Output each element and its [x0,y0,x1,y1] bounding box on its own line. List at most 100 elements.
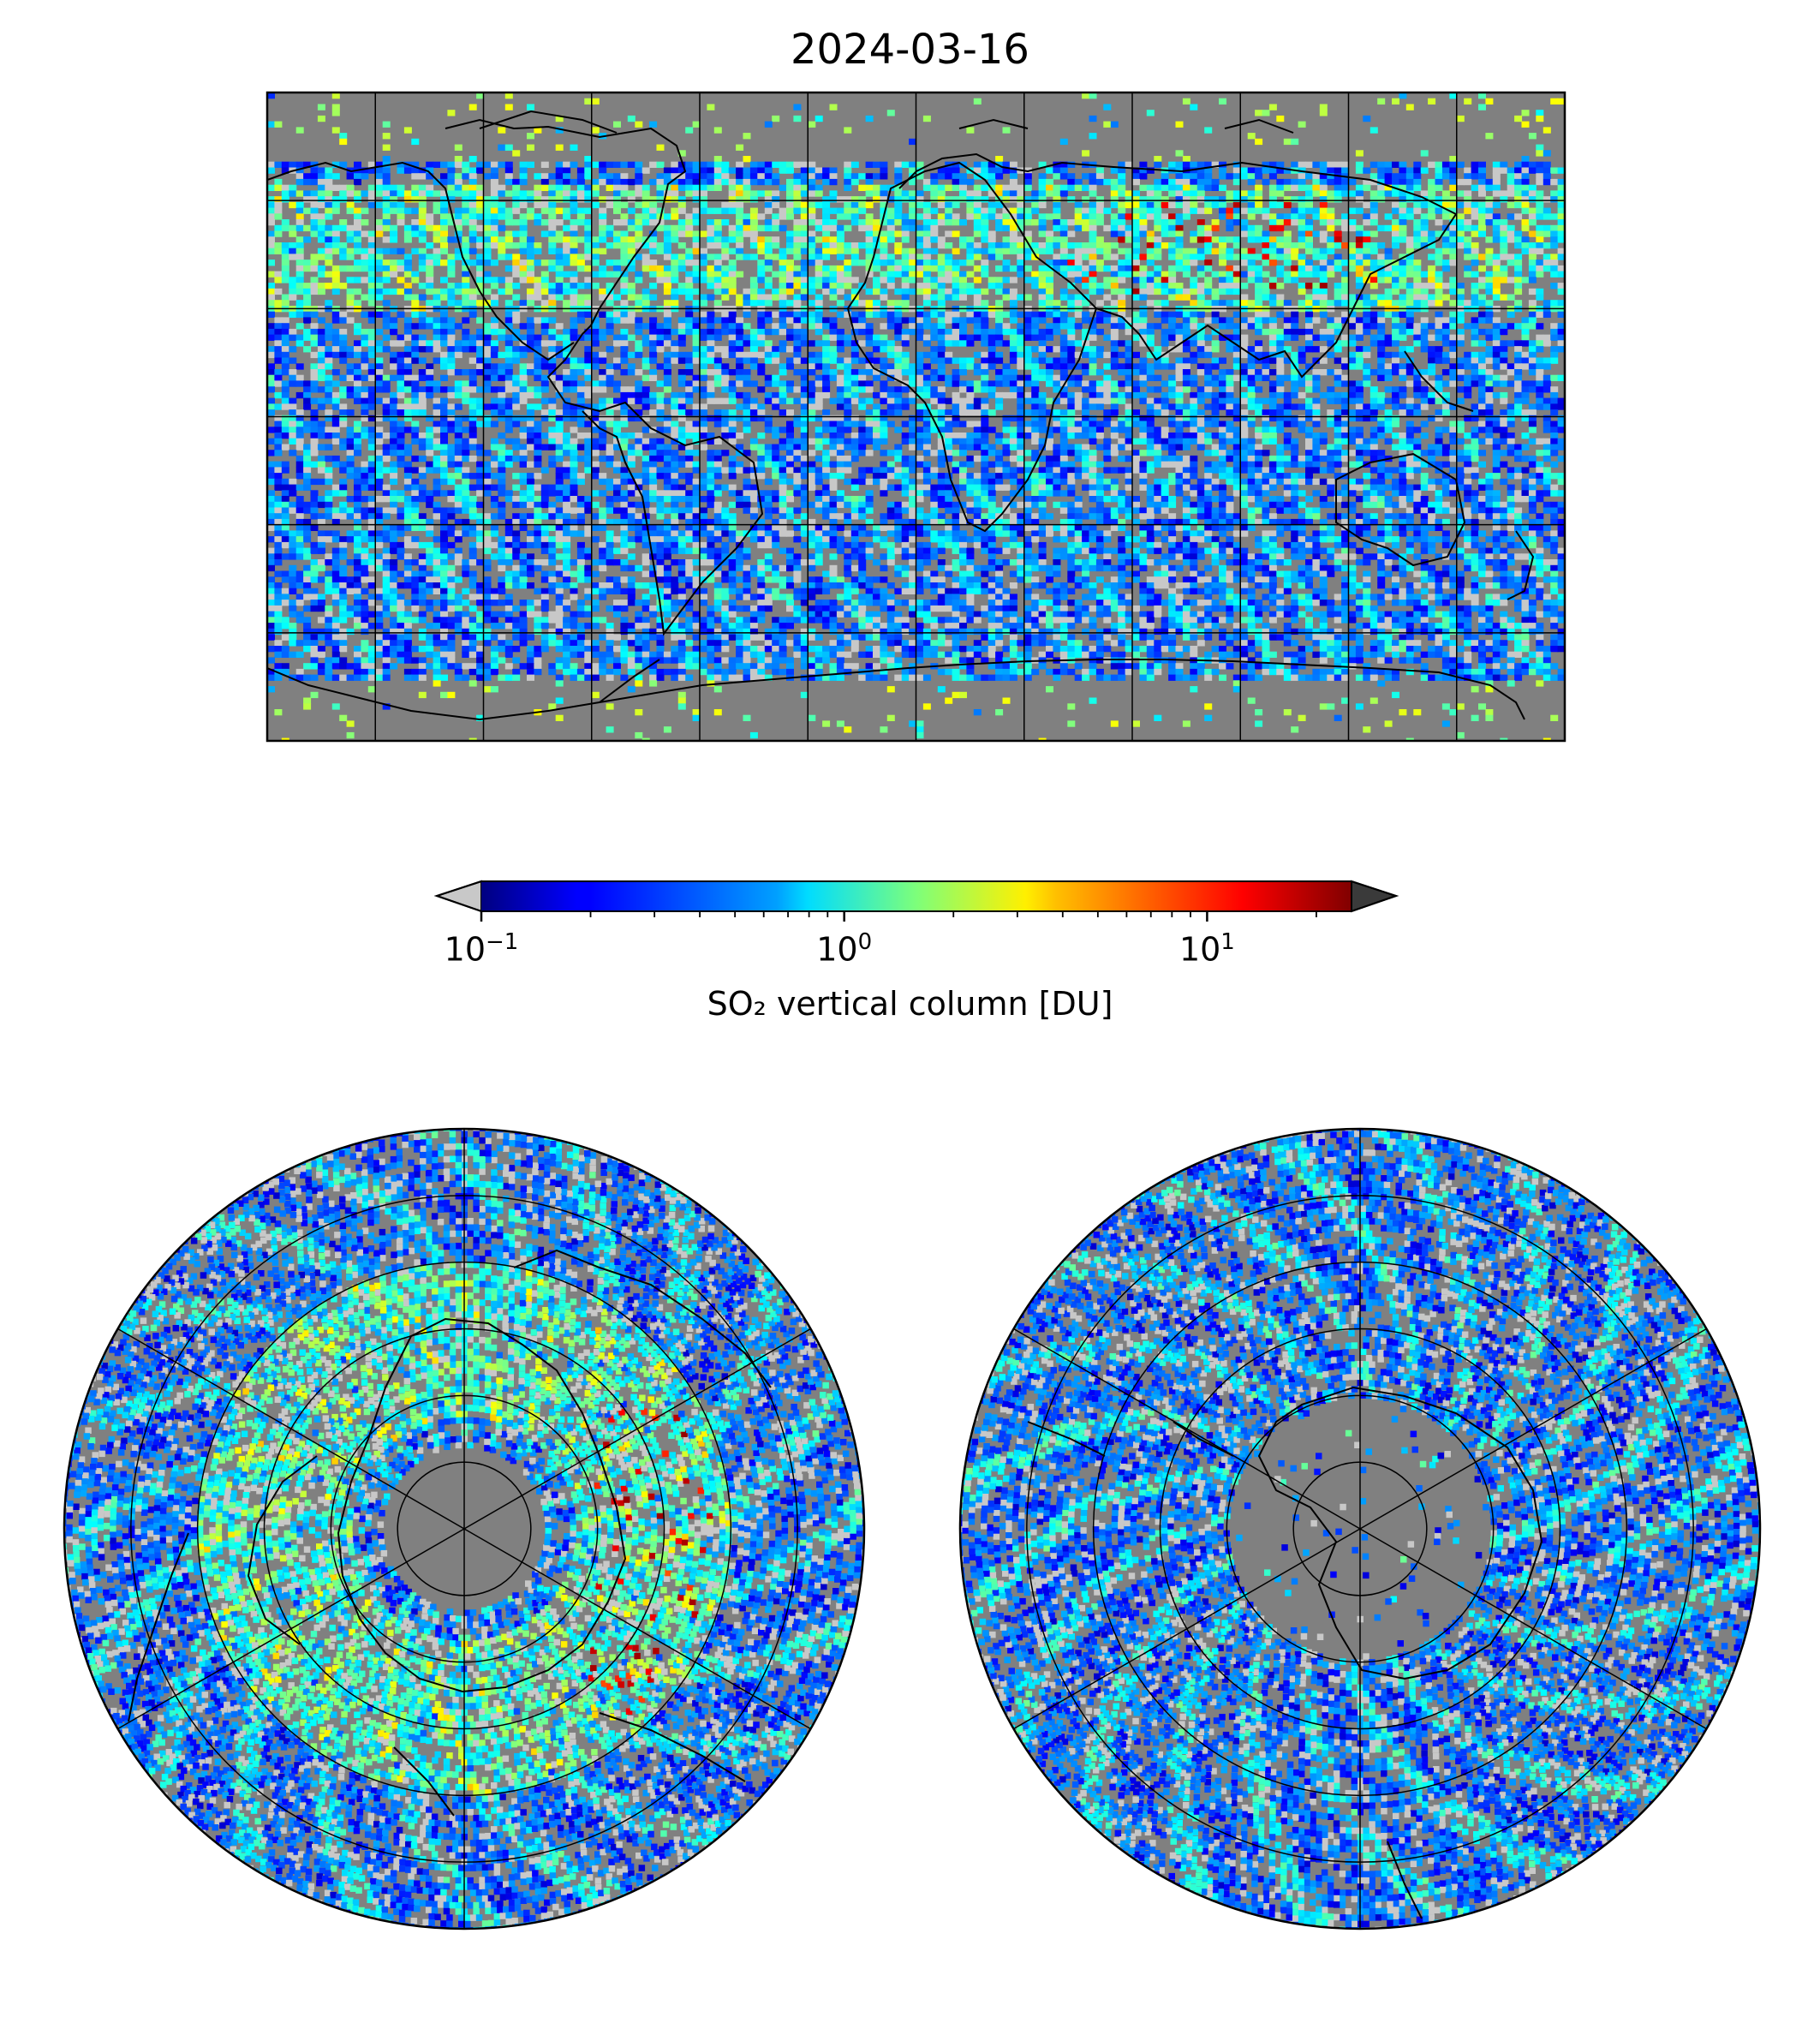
data-cell [1471,283,1479,289]
data-cell [1125,265,1133,272]
data-cell [808,357,816,364]
data-cell [418,254,427,260]
data-cell [390,288,398,295]
data-cell [685,288,694,295]
data-cell [749,363,758,370]
data-cell [663,340,671,347]
data-cell [295,207,304,214]
data-cell [563,380,571,387]
data-cell [930,190,939,197]
data-cell [1161,213,1169,220]
data-cell [1146,242,1155,249]
data-cell [677,224,686,232]
data-cell [757,328,766,336]
data-cell [1182,334,1190,341]
data-cell [1478,178,1486,186]
data-cell [454,323,462,330]
data-cell [382,178,391,186]
data-cell [1089,357,1097,364]
data-cell [779,363,787,370]
data-cell [584,369,593,376]
data-cell [576,254,585,260]
data-cell [808,317,816,324]
data-cell [1428,380,1436,387]
data-cell [303,294,312,301]
data-cell [490,260,498,266]
data-cell [527,265,534,272]
data-cell [700,311,707,318]
data-cell [1471,184,1479,191]
data-cell [945,317,953,324]
data-cell [447,254,456,260]
data-cell [447,265,456,272]
data-cell [844,167,852,174]
data-cell [909,196,917,203]
data-cell [1536,236,1544,243]
data-cell [656,224,665,232]
data-cell [981,207,989,214]
data-cell [894,248,903,254]
data-cell [1399,236,1407,243]
data-cell [555,254,564,260]
data-cell [512,357,521,364]
data-cell [1449,201,1458,209]
data-cell [375,374,384,381]
data-cell [1528,323,1537,330]
data-cell [1449,369,1458,376]
data-cell [829,351,838,359]
data-cell [822,317,831,324]
data-cell [440,178,448,186]
data-cell [331,127,340,134]
data-cell [1089,242,1097,249]
data-cell [937,167,946,174]
data-cell [1125,236,1133,243]
data-cell [1268,323,1277,330]
data-cell [880,167,888,174]
data-cell [317,224,325,232]
data-cell [1298,161,1306,168]
data-cell [403,374,412,381]
data-cell [1053,201,1061,209]
data-cell [1536,173,1544,180]
data-cell [1074,300,1083,307]
data-cell [468,294,477,301]
data-cell [1182,288,1190,295]
data-cell [1355,207,1364,214]
data-cell [1240,248,1249,254]
data-cell [749,357,758,364]
data-cell [1341,317,1350,324]
data-cell [310,340,319,347]
data-cell [736,184,744,191]
data-cell [937,283,946,289]
data-cell [375,311,384,318]
data-cell [736,167,744,174]
data-cell [584,156,593,163]
data-cell [937,219,946,226]
data-cell [1268,254,1277,260]
data-cell [555,374,564,381]
data-cell [504,161,513,168]
data-cell [772,115,780,122]
data-cell [1341,219,1350,226]
data-cell [707,323,715,330]
data-cell [981,196,989,203]
data-cell [1067,265,1076,272]
data-cell [267,334,275,341]
data-cell [995,288,1004,295]
data-cell [295,178,304,186]
data-cell [1046,294,1053,301]
data-cell [1089,219,1097,226]
data-cell [462,265,470,272]
data-cell [1154,277,1162,283]
data-cell [1204,363,1213,370]
data-cell [1146,201,1155,209]
data-cell [873,283,880,289]
data-cell [1067,283,1076,289]
data-cell [635,351,643,359]
data-cell [1471,271,1479,277]
data-cell [1161,311,1169,318]
data-cell [1023,254,1032,260]
data-cell [606,230,614,237]
data-cell [512,317,521,324]
data-cell [584,161,593,168]
